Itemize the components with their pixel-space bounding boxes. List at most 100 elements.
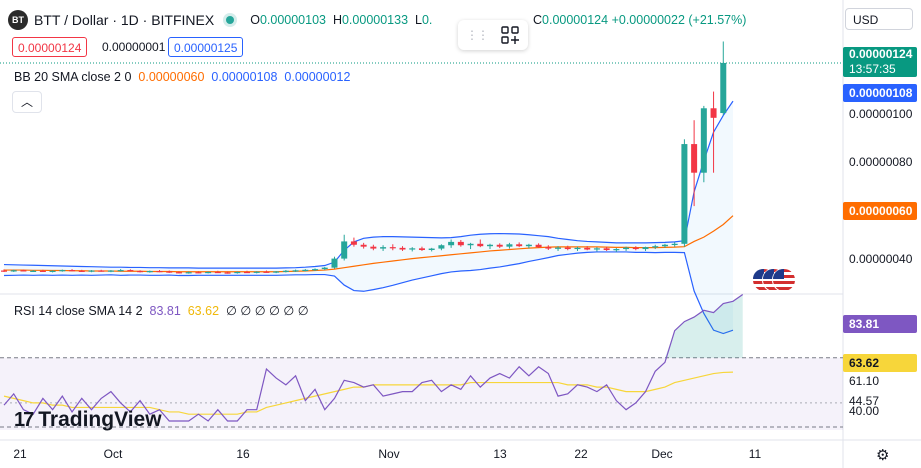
- rsi-sma-tag: 63.62: [843, 354, 917, 372]
- candle-body: [10, 270, 17, 272]
- bollinger-legend[interactable]: BB 20 SMA close 2 0 0.00000060 0.0000010…: [14, 70, 351, 84]
- bb-upper-value: 0.00000108: [211, 70, 278, 84]
- candle-body: [117, 270, 124, 272]
- candle-body: [584, 247, 591, 250]
- candle-body: [516, 244, 523, 247]
- candle-body: [652, 246, 659, 248]
- rsi-value: 83.81: [149, 304, 181, 318]
- candle-body: [399, 247, 406, 250]
- candle-body: [234, 271, 241, 274]
- object-tree-icon: [501, 26, 519, 44]
- ohlc-readout: O0.00000103 H0.00000133 L0.: [250, 13, 433, 27]
- candle-body: [224, 272, 231, 274]
- candle-body: [642, 247, 649, 250]
- market-status-icon: [226, 16, 235, 24]
- candle-body: [205, 271, 212, 274]
- chevron-up-icon: ︿: [20, 95, 33, 109]
- candle-body: [321, 267, 328, 270]
- candle-body: [166, 271, 173, 273]
- candle-body: [273, 271, 280, 273]
- candle-body: [535, 244, 542, 248]
- candle-body: [1, 270, 7, 272]
- price-tick: 0.00000080: [849, 155, 913, 169]
- candle-body: [603, 248, 610, 251]
- candle-body: [418, 248, 425, 251]
- change-value: +0.00000022 (+21.57%): [611, 13, 747, 27]
- rsi-sma-value: 63.62: [187, 304, 220, 318]
- candle-body: [623, 247, 630, 250]
- x-tick: 13: [493, 447, 507, 461]
- candle-body: [127, 270, 134, 272]
- candle-body: [263, 271, 270, 273]
- rsi-tick: 44.57: [849, 394, 880, 408]
- candle-body: [370, 246, 377, 249]
- candle-body: [632, 247, 639, 250]
- candle-body: [457, 241, 464, 246]
- candle-body: [409, 248, 416, 250]
- candle-body: [137, 271, 144, 273]
- bb-lower-line: [3, 251, 734, 335]
- candle-body: [156, 271, 163, 273]
- candle-body: [312, 269, 319, 271]
- rsi-band: [0, 357, 843, 430]
- bb-fill: [4, 101, 733, 334]
- rsi-tick: 40.00: [849, 404, 880, 418]
- buy-price-button[interactable]: 0.00000125: [168, 37, 244, 57]
- x-tick: Dec: [651, 447, 673, 461]
- collapse-legend-button[interactable]: ︿: [12, 91, 42, 113]
- candle-body: [496, 244, 503, 247]
- price-tick: 0.00000100: [849, 107, 913, 121]
- us-flag-icon: [772, 268, 796, 292]
- candle-body: [282, 270, 289, 272]
- candle-body: [341, 241, 348, 259]
- x-tick: Nov: [378, 447, 400, 461]
- tv-mark-icon: 17: [14, 408, 34, 431]
- x-tick: 16: [236, 447, 250, 461]
- candle-body: [428, 248, 435, 251]
- tradingview-logo[interactable]: 17 TradingView: [14, 408, 162, 432]
- candle-body: [613, 249, 620, 251]
- candle-body: [593, 248, 600, 250]
- symbol-title[interactable]: BTT / Dollar · 1D · BITFINEX: [34, 12, 215, 28]
- brand-name: TradingView: [38, 408, 162, 431]
- x-tick: 11: [748, 447, 762, 461]
- bb-upper-tag: 0.00000108: [843, 84, 917, 102]
- price-tick: 0.00000040: [849, 252, 913, 266]
- x-tick: 21: [13, 447, 27, 461]
- candle-body: [360, 244, 367, 247]
- symbol-logo: BT: [8, 10, 28, 30]
- candle-body: [350, 241, 357, 245]
- currency-select[interactable]: USD: [845, 8, 913, 30]
- candle-body: [720, 62, 727, 114]
- candle-body: [98, 270, 105, 272]
- candle-body: [661, 244, 668, 247]
- candle-body: [700, 108, 707, 173]
- candle-body: [438, 245, 445, 249]
- candle-body: [671, 243, 678, 246]
- candle-body: [30, 270, 37, 272]
- candle-body: [555, 247, 562, 249]
- candle-body: [185, 272, 192, 274]
- currency-label: USD: [853, 13, 879, 27]
- candle-body: [253, 271, 260, 273]
- chart-settings-icon[interactable]: ⚙: [876, 447, 890, 464]
- economic-events[interactable]: [752, 268, 796, 292]
- drag-handle-icon[interactable]: ⋮⋮: [466, 28, 489, 42]
- candle-body: [78, 270, 85, 272]
- rsi-tick: 61.10: [849, 374, 880, 388]
- rsi-legend[interactable]: RSI 14 close SMA 14 2 83.81 63.62 ∅ ∅ ∅ …: [14, 304, 309, 318]
- candle-body: [195, 272, 202, 274]
- candle-body: [175, 272, 182, 274]
- candle-body: [564, 247, 571, 250]
- candle-body: [574, 247, 581, 250]
- sell-price-button[interactable]: 0.00000124: [12, 37, 88, 57]
- drawing-tools-button[interactable]: ⋮⋮: [458, 20, 528, 50]
- candle-body: [545, 247, 552, 249]
- rsi-extra-values: ∅ ∅ ∅ ∅ ∅ ∅: [225, 304, 309, 318]
- x-tick: 22: [574, 447, 588, 461]
- candle-body: [88, 270, 95, 272]
- bb-lower-value: 0.00000012: [284, 70, 351, 84]
- candle-body: [39, 270, 46, 272]
- rsi-tag: 83.81: [843, 315, 917, 333]
